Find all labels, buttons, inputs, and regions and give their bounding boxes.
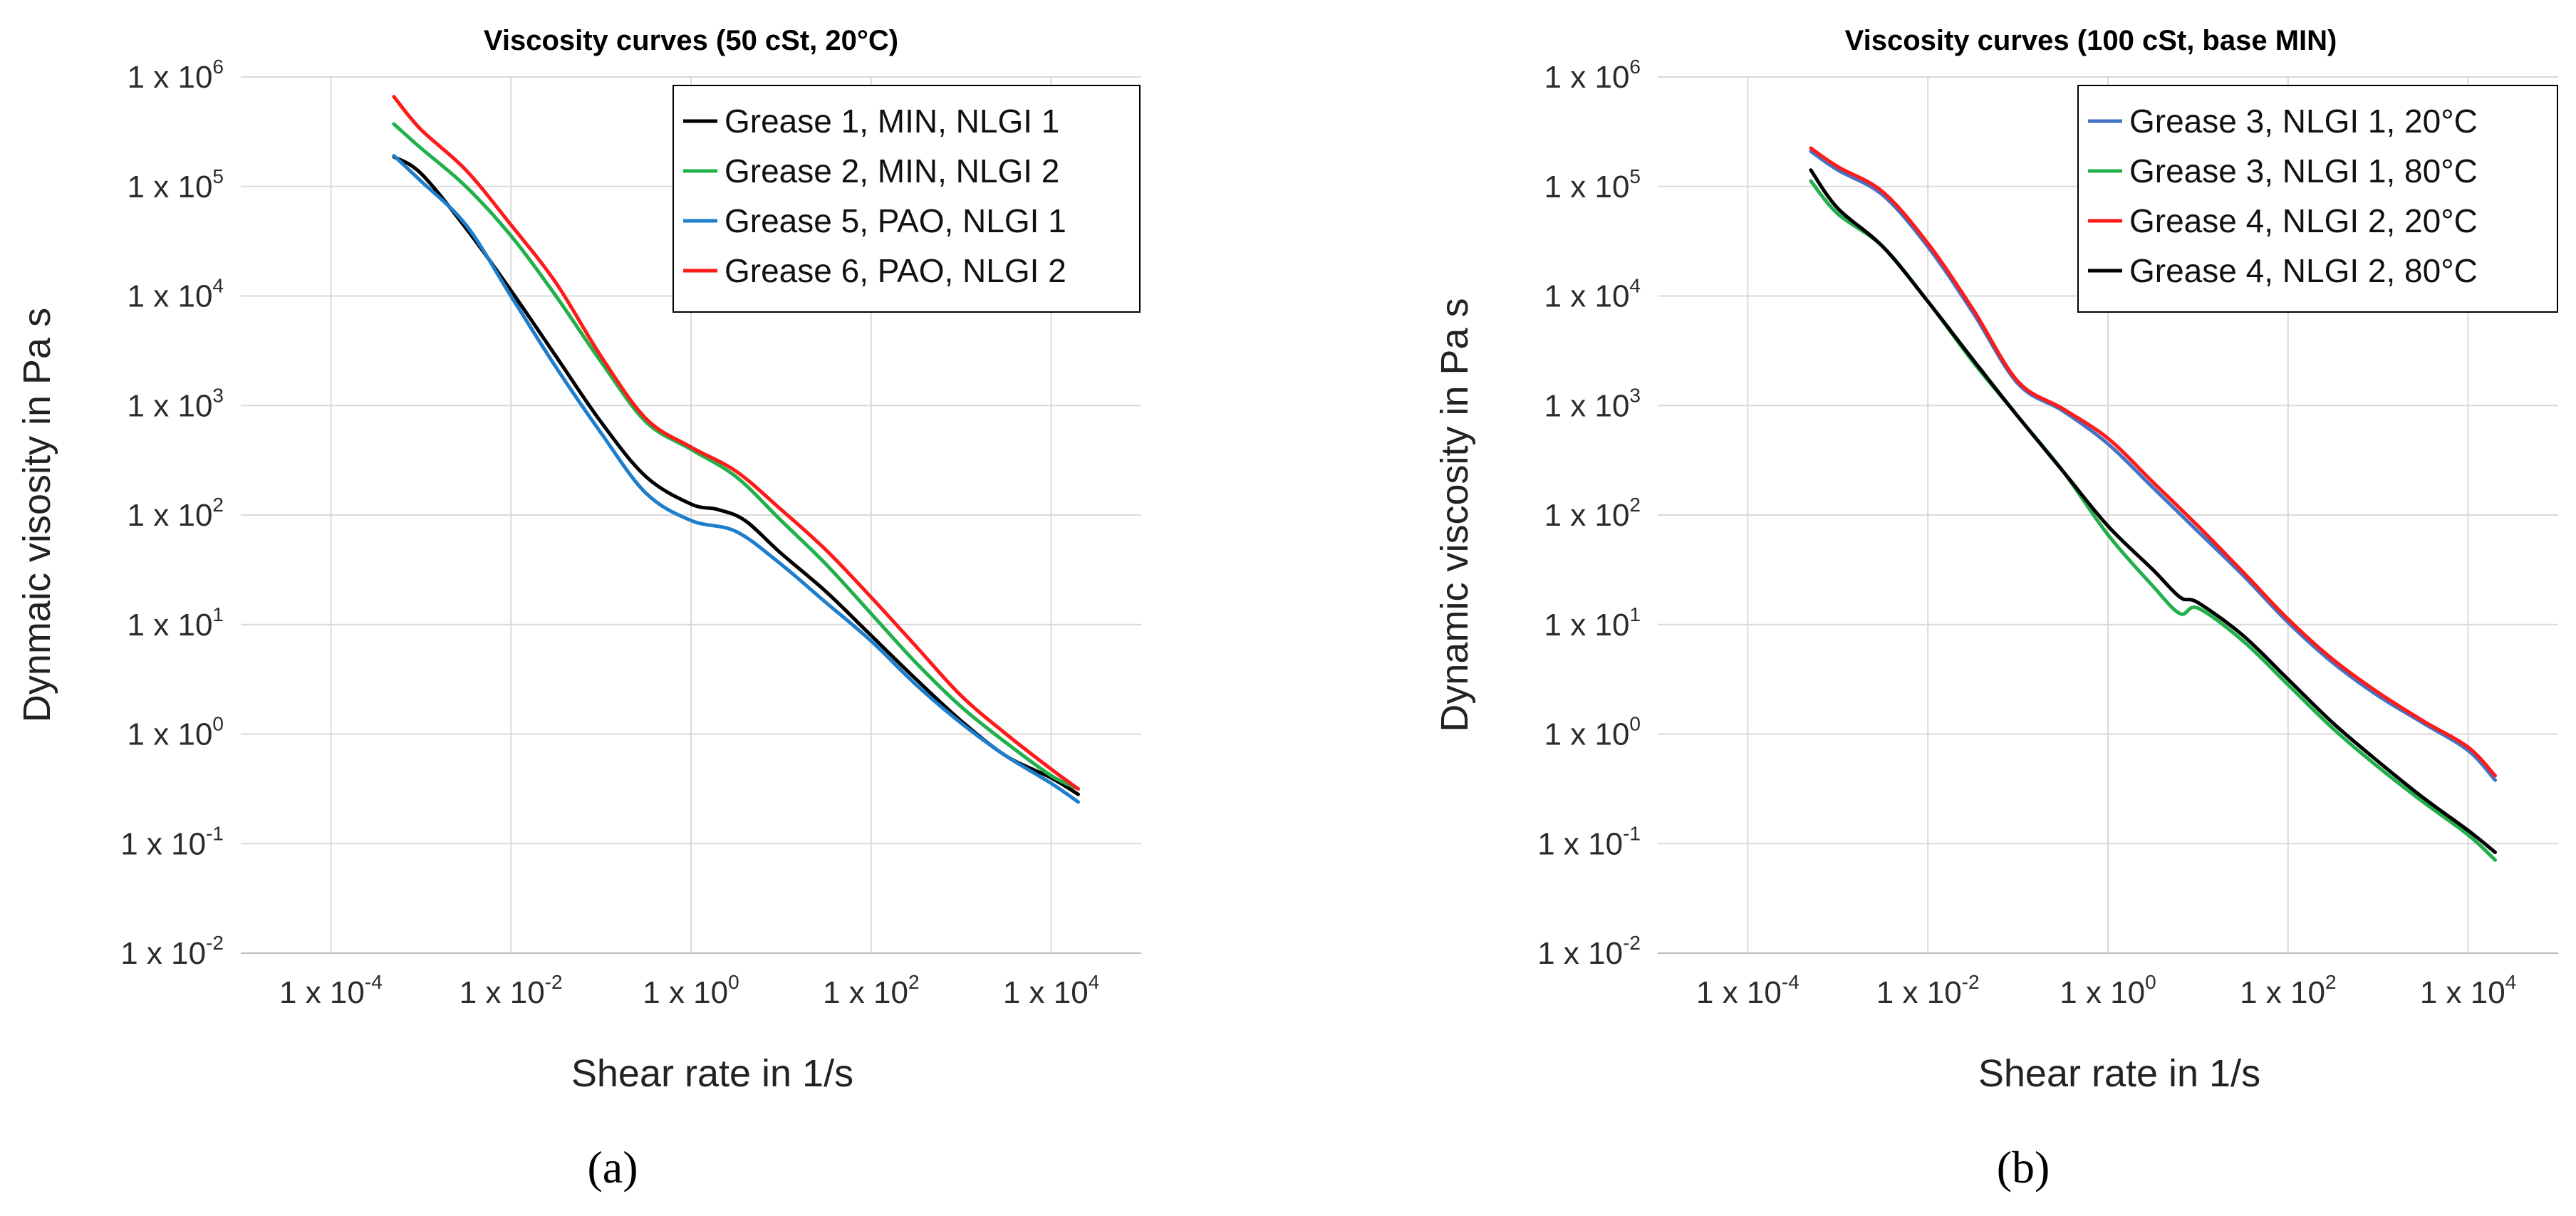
legend: Grease 1, MIN, NLGI 1 Grease 2, MIN, NLGI…	[672, 85, 1141, 313]
y-tick-label: 1 x 102	[1544, 494, 1641, 533]
legend-entry: Grease 6, PAO, NLGI 2	[724, 252, 1066, 289]
series-line-3	[392, 154, 1080, 804]
x-tick-label: 1 x 102	[823, 971, 919, 1010]
legend-entry: Grease 3, NLGI 1, 20°C	[2129, 103, 2478, 140]
legend-entry: Grease 1, MIN, NLGI 1	[724, 103, 1059, 140]
panel-label: (b)	[1997, 1142, 2050, 1192]
legend-box	[2077, 85, 2558, 313]
legend-entry: Grease 2, MIN, NLGI 2	[724, 152, 1059, 189]
x-tick-label: 1 x 104	[2420, 971, 2516, 1010]
legend-entry: Grease 4, NLGI 2, 20°C	[2129, 202, 2478, 239]
y-tick-label: 1 x 104	[128, 275, 224, 314]
y-axis-label: Dynmaic visosity in Pa s	[16, 308, 58, 722]
chart-b: 1 x 10-2 1 x 10-1 1 x 100 1 x 101 1 x 102 1 x…	[1433, 25, 2558, 1192]
x-tick-label: 1 x 102	[2240, 971, 2336, 1010]
y-tick-label: 1 x 106	[1544, 56, 1641, 95]
x-tick-label: 1 x 10-2	[1876, 971, 1980, 1010]
y-tick-label: 1 x 103	[128, 384, 224, 423]
x-tick-label: 1 x 10-4	[1696, 971, 1799, 1010]
x-tick-label: 1 x 100	[2060, 971, 2156, 1010]
x-tick-label: 1 x 10-4	[279, 971, 383, 1010]
legend: Grease 3, NLGI 1, 20°C Grease 3, NLGI 1, …	[2077, 85, 2558, 313]
y-tick-label: 1 x 103	[1544, 384, 1641, 423]
y-tick-label: 1 x 101	[1544, 603, 1641, 643]
y-tick-label: 1 x 102	[128, 494, 224, 533]
series-line-4	[392, 95, 1080, 791]
x-axis-label: Shear rate in 1/s	[1978, 1052, 2260, 1095]
chart-title: Viscosity curves (50 cSt, 20°C)	[484, 25, 898, 56]
y-tick-label: 1 x 100	[128, 713, 224, 752]
series-line-2	[392, 122, 1080, 791]
y-tick-label: 1 x 105	[128, 165, 224, 204]
x-tick-label: 1 x 10-2	[459, 971, 563, 1010]
series-line-3	[1809, 146, 2497, 778]
y-tick-label: 1 x 10-1	[1537, 822, 1641, 861]
legend-entry: Grease 3, NLGI 1, 80°C	[2129, 152, 2478, 189]
legend-entry: Grease 4, NLGI 2, 80°C	[2129, 252, 2478, 289]
x-axis-label: Shear rate in 1/s	[571, 1052, 853, 1095]
chart-title: Viscosity curves (100 cSt, base MIN)	[1845, 25, 2337, 56]
y-tick-label: 1 x 101	[128, 603, 224, 643]
x-tick-label: 1 x 104	[1003, 971, 1099, 1010]
legend-box	[672, 85, 1141, 313]
series-line-4	[1809, 168, 2497, 854]
y-tick-label: 1 x 100	[1544, 713, 1641, 752]
y-tick-label: 1 x 10-2	[1537, 932, 1641, 971]
panel-label: (a)	[587, 1142, 638, 1192]
y-tick-label: 1 x 104	[1544, 275, 1641, 314]
legend-entry: Grease 5, PAO, NLGI 1	[724, 202, 1066, 239]
chart-a: 1 x 10-2 1 x 10-1 1 x 100 1 x 101 1 x 102 1 x…	[16, 25, 1141, 1192]
y-tick-label: 1 x 106	[128, 56, 224, 95]
x-tick-label: 1 x 100	[643, 971, 739, 1010]
y-tick-label: 1 x 105	[1544, 165, 1641, 204]
y-tick-label: 1 x 10-2	[120, 932, 224, 971]
y-tick-label: 1 x 10-1	[120, 822, 224, 861]
series-line-1	[1809, 150, 2497, 782]
y-axis-label: Dynamic viscosity in Pa s	[1433, 298, 1476, 732]
